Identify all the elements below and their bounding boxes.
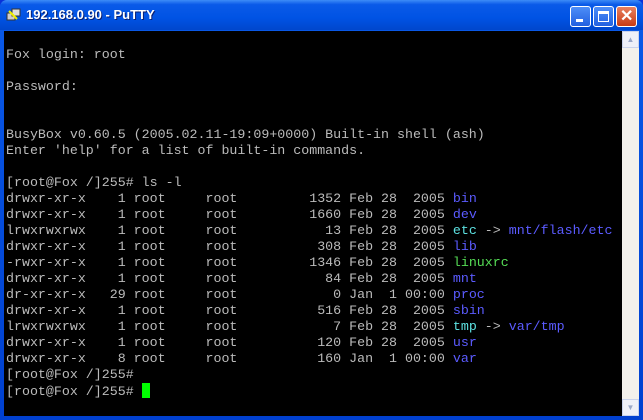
terminal-line: drwxr-xr-x 8 root root 160 Jan 1 00:00 v…: [4, 351, 622, 367]
terminal-line: Password:: [4, 79, 622, 95]
terminal-output[interactable]: Fox login: root Password: BusyBox v0.60.5 …: [4, 31, 622, 416]
file-name-exec: linuxrc: [452, 255, 509, 270]
terminal-text: ->: [476, 223, 509, 238]
file-name-dir: dev: [452, 207, 477, 222]
terminal-line: drwxr-xr-x 1 root root 1660 Feb 28 2005 …: [4, 207, 622, 223]
terminal-line: Fox login: root: [4, 47, 622, 63]
terminal-text: lrwxrwxrwx 1 root root 7 Feb 28 2005: [6, 319, 453, 334]
terminal-text: drwxr-xr-x 1 root root 1660 Feb 28 2005: [6, 207, 453, 222]
terminal-line: lrwxrwxrwx 1 root root 13 Feb 28 2005 et…: [4, 223, 622, 239]
terminal-line: dr-xr-xr-x 29 root root 0 Jan 1 00:00 pr…: [4, 287, 622, 303]
terminal-cursor: [141, 383, 150, 398]
terminal-text: [root@Fox /]255# ls -l: [6, 175, 182, 190]
terminal-line: [4, 63, 622, 79]
file-name-dir: proc: [452, 287, 485, 302]
putty-icon: [6, 8, 21, 21]
scroll-up-button[interactable]: ▲: [622, 31, 639, 48]
terminal-text: BusyBox v0.60.5 (2005.02.11-19:09+0000) …: [6, 127, 485, 142]
close-icon: ✕: [620, 8, 634, 25]
file-name-link: tmp: [452, 319, 477, 334]
terminal-text: dr-xr-xr-x 29 root root 0 Jan 1 00:00: [6, 287, 453, 302]
terminal-line: [4, 31, 622, 47]
file-name-dir: lib: [452, 239, 477, 254]
terminal-text: drwxr-xr-x 1 root root 120 Feb 28 2005: [6, 335, 453, 350]
terminal-text: drwxr-xr-x 1 root root 84 Feb 28 2005: [6, 271, 453, 286]
maximize-button[interactable]: [593, 6, 614, 27]
file-name-dir: bin: [452, 191, 477, 206]
terminal-line: [root@Fox /]255#: [4, 383, 622, 399]
close-button[interactable]: ✕: [616, 6, 637, 27]
file-name-dir: var: [452, 351, 477, 366]
terminal-line: [root@Fox /]255#: [4, 367, 622, 383]
terminal-text: lrwxrwxrwx 1 root root 13 Feb 28 2005: [6, 223, 453, 238]
file-name-dir: mnt: [452, 271, 477, 286]
terminal-line: drwxr-xr-x 1 root root 84 Feb 28 2005 mn…: [4, 271, 622, 287]
title-bar[interactable]: 192.168.0.90 - PuTTY ✕: [0, 0, 643, 30]
terminal-line: -rwxr-xr-x 1 root root 1346 Feb 28 2005 …: [4, 255, 622, 271]
file-name-dir: usr: [452, 335, 477, 350]
terminal-line: [4, 111, 622, 127]
terminal-line: drwxr-xr-x 1 root root 516 Feb 28 2005 s…: [4, 303, 622, 319]
terminal-line: drwxr-xr-x 1 root root 308 Feb 28 2005 l…: [4, 239, 622, 255]
file-name-dir: mnt/flash/etc: [508, 223, 613, 238]
terminal-text: drwxr-xr-x 1 root root 1352 Feb 28 2005: [6, 191, 453, 206]
terminal-text: drwxr-xr-x 8 root root 160 Jan 1 00:00: [6, 351, 453, 366]
maximize-icon: [598, 11, 609, 22]
file-name-dir: sbin: [452, 303, 485, 318]
window-title: 192.168.0.90 - PuTTY: [26, 7, 155, 22]
terminal-text: drwxr-xr-x 1 root root 308 Feb 28 2005: [6, 239, 453, 254]
file-name-link: etc: [452, 223, 477, 238]
terminal-text: -rwxr-xr-x 1 root root 1346 Feb 28 2005: [6, 255, 453, 270]
vertical-scrollbar[interactable]: ▲ ▼: [622, 31, 639, 416]
terminal-text: Fox login: root: [6, 47, 126, 62]
terminal-line: Enter 'help' for a list of built-in comm…: [4, 143, 622, 159]
terminal-line: [4, 95, 622, 111]
terminal-text: drwxr-xr-x 1 root root 516 Feb 28 2005: [6, 303, 453, 318]
file-name-dir: var/tmp: [508, 319, 565, 334]
terminal-text: [root@Fox /]255#: [6, 384, 142, 399]
terminal-text: Enter 'help' for a list of built-in comm…: [6, 143, 366, 158]
terminal-text: ->: [476, 319, 509, 334]
terminal-text: Password:: [6, 79, 78, 94]
terminal-line: drwxr-xr-x 1 root root 1352 Feb 28 2005 …: [4, 191, 622, 207]
minimize-button[interactable]: [570, 6, 591, 27]
terminal-text: [root@Fox /]255#: [6, 367, 134, 382]
terminal-line: BusyBox v0.60.5 (2005.02.11-19:09+0000) …: [4, 127, 622, 143]
minimize-icon: [576, 19, 583, 22]
terminal-line: lrwxrwxrwx 1 root root 7 Feb 28 2005 tmp…: [4, 319, 622, 335]
terminal-line: [root@Fox /]255# ls -l: [4, 175, 622, 191]
terminal-line: [4, 159, 622, 175]
scroll-down-button[interactable]: ▼: [622, 399, 639, 416]
terminal-line: drwxr-xr-x 1 root root 120 Feb 28 2005 u…: [4, 335, 622, 351]
